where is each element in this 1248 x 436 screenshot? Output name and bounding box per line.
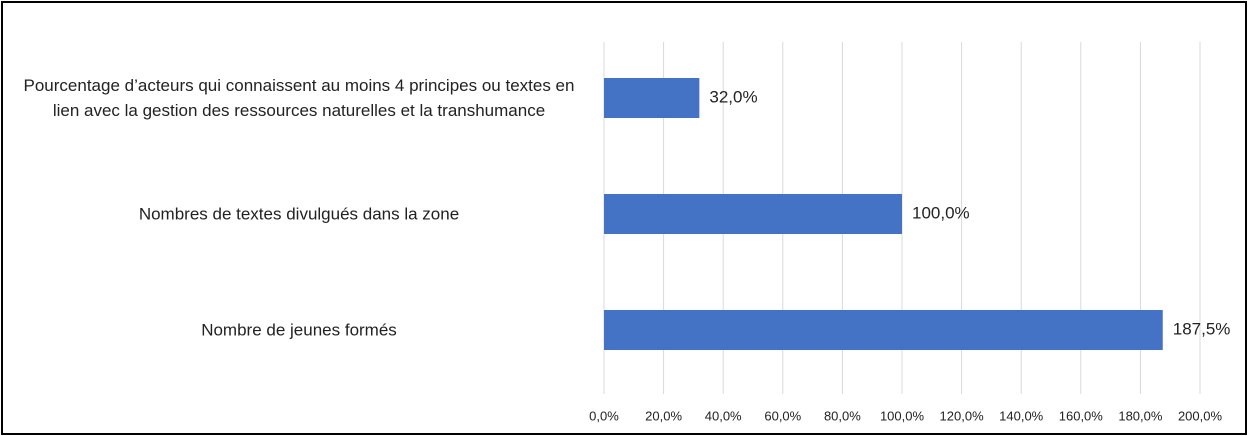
x-tick-label: 100,0% bbox=[880, 408, 925, 423]
x-tick-label: 40,0% bbox=[705, 408, 742, 423]
y-tick-label: Nombres de textes divulgués dans la zone bbox=[138, 204, 460, 224]
x-tick-label: 160,0% bbox=[1059, 408, 1104, 423]
x-tick-label: 60,0% bbox=[764, 408, 801, 423]
bar bbox=[604, 78, 700, 118]
x-tick-label: 140,0% bbox=[999, 408, 1044, 423]
x-tick-label: 20,0% bbox=[645, 408, 682, 423]
x-tick-label: 120,0% bbox=[940, 408, 985, 423]
bar bbox=[604, 310, 1163, 350]
value-label: 187,5% bbox=[1173, 319, 1231, 338]
value-label: 100,0% bbox=[912, 203, 970, 222]
x-tick-label: 0,0% bbox=[589, 408, 619, 423]
y-tick-label: Nombre de jeunes formés bbox=[201, 320, 397, 340]
x-tick-label: 80,0% bbox=[824, 408, 861, 423]
x-tick-label: 180,0% bbox=[1118, 408, 1163, 423]
bar bbox=[604, 194, 902, 234]
x-tick-label: 200,0% bbox=[1178, 408, 1223, 423]
value-label: 32,0% bbox=[709, 87, 757, 106]
y-tick-label: Pourcentage d’acteurs qui connaissent au… bbox=[23, 76, 575, 120]
